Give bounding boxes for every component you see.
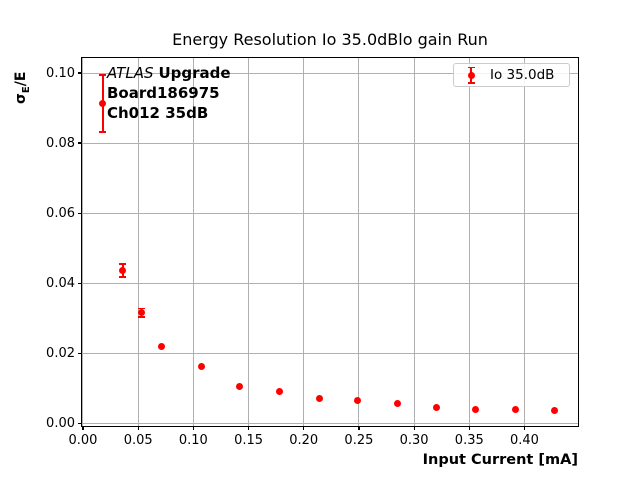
annotation-channel: Ch012 35dB bbox=[107, 104, 209, 122]
y-tick-label: 0.02 bbox=[46, 345, 75, 361]
errorbar-cap-top bbox=[119, 263, 127, 265]
y-tick-mark bbox=[78, 72, 82, 74]
x-tick-mark bbox=[192, 426, 194, 430]
data-point bbox=[137, 309, 145, 317]
ylabel-subscript: E bbox=[20, 86, 32, 94]
x-tick-label: 0.25 bbox=[344, 433, 374, 448]
gridline-horizontal bbox=[82, 352, 578, 354]
y-tick-label: 0.00 bbox=[46, 415, 75, 431]
x-tick-label: 0.30 bbox=[399, 433, 429, 448]
x-tick-label: 0.40 bbox=[509, 433, 539, 448]
legend-label: Io 35.0dB bbox=[490, 67, 555, 83]
data-point bbox=[99, 100, 107, 108]
data-point bbox=[432, 404, 440, 412]
y-tick-mark bbox=[78, 212, 82, 214]
x-tick-label: 0.35 bbox=[454, 433, 484, 448]
x-tick-mark bbox=[82, 426, 84, 430]
gridline-horizontal bbox=[82, 142, 578, 144]
gridline-vertical bbox=[303, 58, 305, 426]
x-tick-mark bbox=[137, 426, 139, 430]
gridline-horizontal bbox=[82, 282, 578, 284]
y-tick-mark bbox=[78, 352, 82, 354]
data-point bbox=[354, 397, 362, 405]
gridline-horizontal bbox=[82, 422, 578, 424]
legend: Io 35.0dB bbox=[453, 63, 570, 87]
ylabel-sigma: σ bbox=[13, 93, 29, 104]
errorbar-cap-bottom-glyph bbox=[467, 81, 475, 84]
data-point bbox=[472, 405, 480, 413]
x-tick-mark bbox=[413, 426, 415, 430]
y-tick-mark bbox=[78, 282, 82, 284]
chart-title: Energy Resolution Io 35.0dBlo gain Run bbox=[172, 30, 488, 49]
errorbar-cap-top bbox=[137, 307, 145, 310]
x-tick-label: 0.10 bbox=[178, 433, 208, 448]
marker-dot-glyph bbox=[467, 71, 475, 79]
data-point bbox=[275, 388, 283, 396]
data-point bbox=[550, 407, 558, 415]
data-point bbox=[197, 363, 205, 371]
errorbar-cap-top bbox=[99, 73, 107, 76]
errorbar-marker-icon bbox=[467, 66, 475, 85]
x-tick-mark bbox=[358, 426, 360, 430]
annotation: ATLAS Upgrade Board186975 Ch012 35dB bbox=[107, 63, 231, 123]
x-tick-label: 0.15 bbox=[234, 433, 264, 448]
errorbar-cap-top-glyph bbox=[467, 66, 475, 69]
y-tick-mark bbox=[78, 422, 82, 424]
data-point bbox=[157, 343, 165, 351]
y-tick-label: 0.10 bbox=[46, 65, 75, 81]
gridline-vertical bbox=[358, 58, 360, 426]
y-tick-label: 0.06 bbox=[46, 205, 75, 221]
annotation-line-1: ATLAS Upgrade bbox=[107, 63, 231, 83]
x-tick-label: 0.05 bbox=[123, 433, 153, 448]
x-tick-mark bbox=[468, 426, 470, 430]
x-tick-label: 0.00 bbox=[68, 433, 98, 448]
experiment-label: ATLAS bbox=[107, 64, 154, 82]
x-tick-mark bbox=[247, 426, 250, 430]
x-tick-mark bbox=[303, 426, 305, 430]
plot-area bbox=[82, 58, 578, 426]
data-point bbox=[236, 383, 244, 391]
experiment-suffix: Upgrade bbox=[158, 64, 231, 82]
errorbar-cap-bottom bbox=[137, 315, 145, 318]
y-tick-label: 0.04 bbox=[46, 275, 75, 291]
gridline-vertical bbox=[523, 58, 525, 426]
errorbar-cap-bottom bbox=[119, 276, 127, 279]
data-point bbox=[394, 400, 402, 408]
y-axis-label: σE/E bbox=[13, 72, 32, 104]
y-tick-label: 0.08 bbox=[46, 135, 75, 151]
x-tick-label: 0.20 bbox=[289, 433, 319, 448]
x-axis-label: Input Current [mA] bbox=[422, 452, 578, 468]
gridline-vertical bbox=[192, 58, 194, 426]
data-point bbox=[315, 395, 323, 403]
gridline-vertical bbox=[137, 58, 139, 426]
y-tick-mark bbox=[78, 142, 82, 144]
data-point bbox=[512, 406, 520, 414]
gridline-vertical bbox=[82, 58, 84, 426]
gridline-vertical bbox=[468, 58, 470, 426]
gridline-vertical bbox=[248, 58, 250, 426]
data-point bbox=[119, 267, 127, 275]
gridline-vertical bbox=[413, 58, 415, 426]
annotation-board: Board186975 bbox=[107, 84, 220, 102]
x-tick-mark bbox=[523, 426, 526, 430]
ylabel-suffix: /E bbox=[13, 71, 29, 87]
gridline-horizontal bbox=[82, 72, 578, 74]
gridline-horizontal bbox=[82, 212, 578, 214]
errorbar-cap-bottom bbox=[99, 131, 107, 134]
